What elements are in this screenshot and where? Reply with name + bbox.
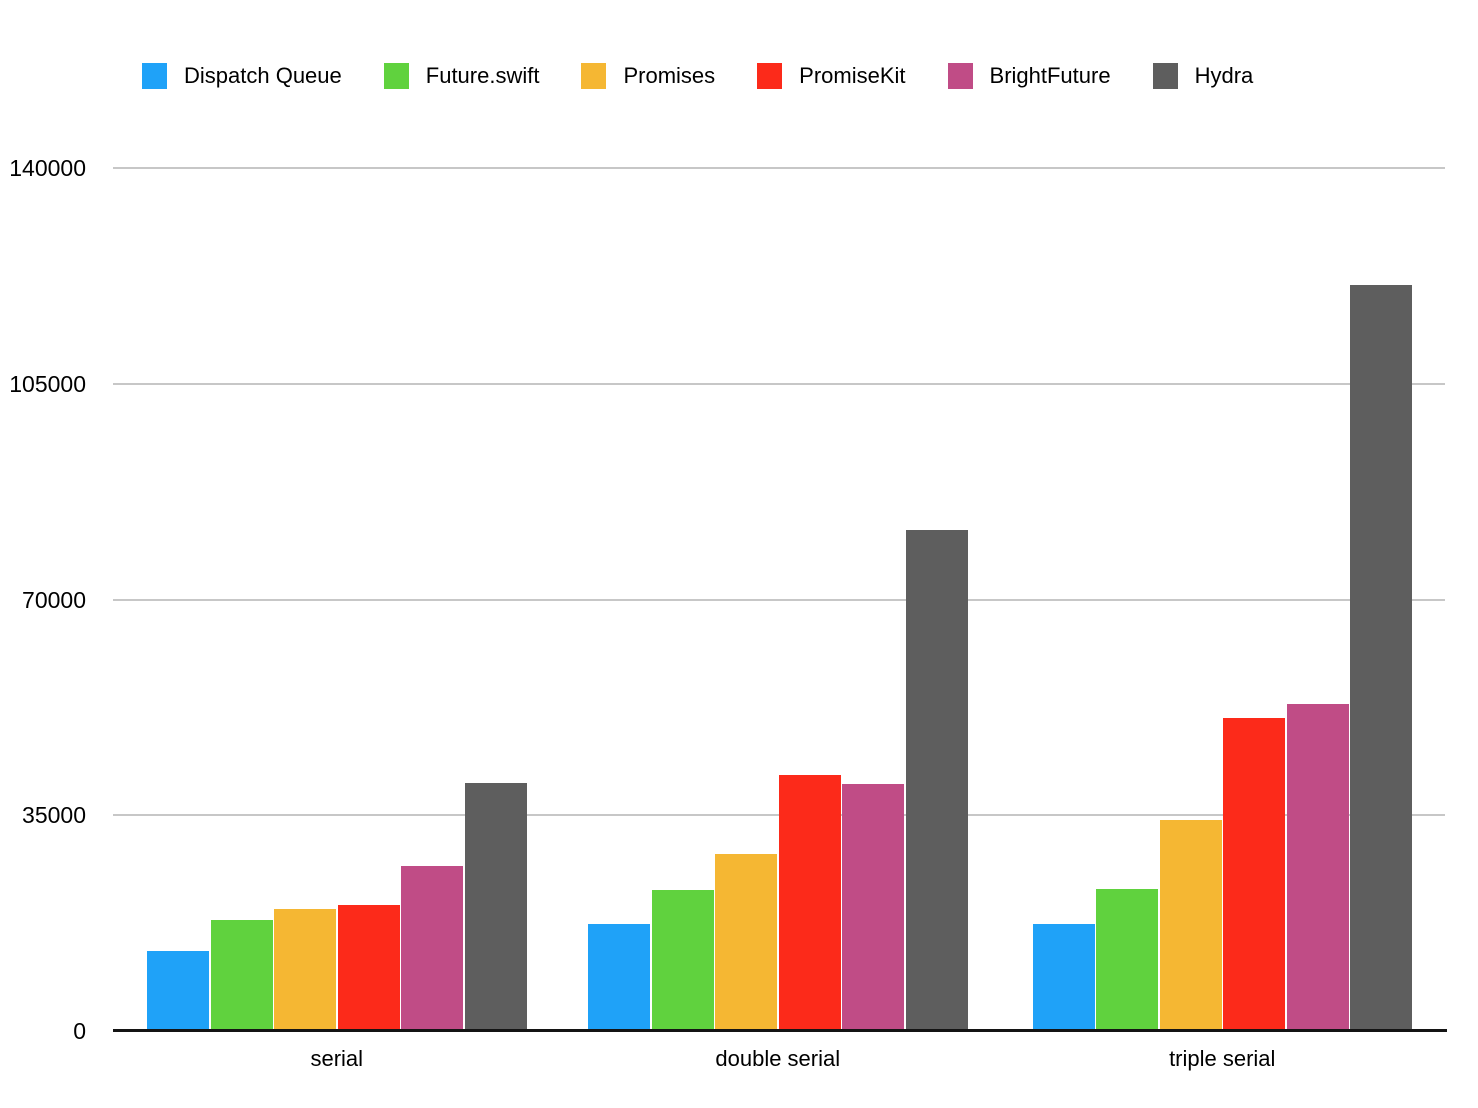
- y-tick-label: 35000: [22, 802, 86, 829]
- bar: [401, 866, 463, 1031]
- gridline: [113, 598, 1445, 601]
- legend-label: Hydra: [1194, 63, 1254, 88]
- legend-swatch-icon: [383, 63, 409, 89]
- legend-label: BrightFuture: [989, 63, 1111, 88]
- bar: [337, 904, 400, 1031]
- legend-swatch-icon: [757, 63, 783, 89]
- bar: [274, 908, 336, 1031]
- legend-label: Future.swift: [425, 63, 540, 88]
- legend-item: BrightFuture: [947, 63, 1111, 89]
- bar: [588, 924, 650, 1031]
- y-tick-label: 140000: [9, 155, 86, 181]
- legend: Dispatch Queue Future.swift Promises Promis…: [142, 63, 1253, 89]
- y-tick-label: 70000: [22, 586, 86, 613]
- legend-item: PromiseKit: [757, 63, 906, 89]
- legend-swatch-icon: [142, 63, 167, 89]
- bar: [842, 783, 904, 1031]
- bar: [147, 950, 209, 1031]
- bar: [1096, 889, 1158, 1031]
- y-tick-label: 0: [73, 1018, 86, 1044]
- y-tick-label: 105000: [9, 370, 86, 397]
- bar: [905, 530, 968, 1031]
- bar: [1159, 819, 1222, 1031]
- legend-swatch-icon: [1152, 63, 1178, 89]
- legend-item: Hydra: [1152, 63, 1254, 89]
- legend-swatch-icon: [581, 63, 607, 89]
- legend-label: Promises: [623, 63, 716, 88]
- x-category-label: double serial: [715, 1046, 841, 1071]
- gridline: [113, 382, 1445, 385]
- legend-item: Promises: [581, 63, 715, 89]
- bar: [1032, 923, 1095, 1031]
- bar: [210, 920, 273, 1031]
- bar: [778, 774, 841, 1031]
- bar: [651, 889, 714, 1031]
- x-axis-line: [113, 1029, 1447, 1032]
- legend-item: Dispatch Queue: [142, 63, 342, 89]
- bar: [1223, 718, 1285, 1031]
- gridline: [113, 167, 1445, 169]
- x-category-label: triple serial: [1169, 1046, 1276, 1071]
- legend-label: PromiseKit: [799, 63, 906, 88]
- legend-label: Dispatch Queue: [184, 63, 342, 88]
- x-category-label: serial: [310, 1046, 364, 1071]
- bar: [1350, 285, 1412, 1031]
- legend-item: Future.swift: [383, 63, 540, 89]
- legend-swatch-icon: [947, 63, 973, 89]
- bar: [464, 782, 527, 1031]
- bar: [715, 854, 777, 1031]
- bar: [1286, 703, 1349, 1031]
